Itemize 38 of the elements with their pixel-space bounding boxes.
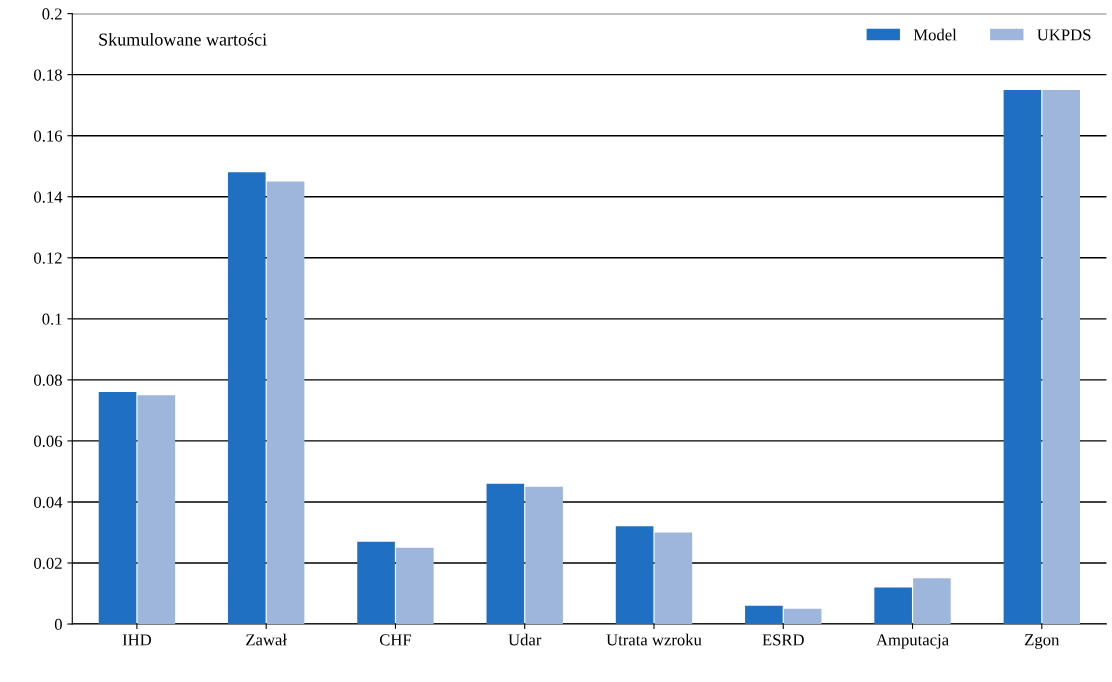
bar	[1003, 89, 1042, 625]
bar	[783, 608, 822, 625]
y-tick-label: 0.08	[34, 374, 62, 386]
legend-label: Model	[913, 28, 957, 41]
y-tick-label: 0.18	[34, 69, 62, 81]
x-tick-label: Udar	[508, 633, 542, 646]
annotation: Skumulowane wartości	[99, 32, 267, 46]
y-tick-label: 0.04	[34, 496, 63, 508]
bar	[615, 526, 654, 625]
x-tick-label: CHF	[379, 634, 412, 646]
bar	[745, 605, 783, 625]
bar	[396, 547, 434, 625]
y-tick-label: 0.16	[34, 130, 63, 142]
bar	[654, 532, 693, 625]
y-tick-label: 0.2	[42, 8, 62, 20]
bar	[98, 392, 137, 625]
y-tick-label: 0	[54, 618, 62, 630]
legend-label: UKPDS	[1037, 29, 1091, 41]
y-tick-label: 0.12	[34, 252, 62, 264]
y-tick-label: 0.14	[34, 191, 63, 203]
x-tick-label: Zawał	[246, 633, 287, 646]
x-tick-label: IHD	[122, 634, 152, 646]
bar	[913, 578, 951, 625]
bar	[874, 587, 912, 625]
bar	[525, 486, 563, 625]
x-tick-label: Zgon	[1025, 634, 1060, 649]
bar	[1042, 89, 1080, 625]
bar	[486, 483, 525, 625]
x-tick-label: ESRD	[762, 634, 804, 646]
y-tick-label: 0.02	[34, 557, 62, 570]
bar	[137, 395, 176, 625]
bar	[227, 172, 266, 625]
x-tick-label: Utrata wzroku	[606, 633, 702, 646]
y-tick-label: 0.06	[34, 435, 63, 447]
y-tick-label: 0.1	[42, 313, 62, 325]
bar	[357, 541, 395, 625]
bar	[266, 181, 305, 625]
x-tick-label: Amputacja	[876, 634, 949, 649]
